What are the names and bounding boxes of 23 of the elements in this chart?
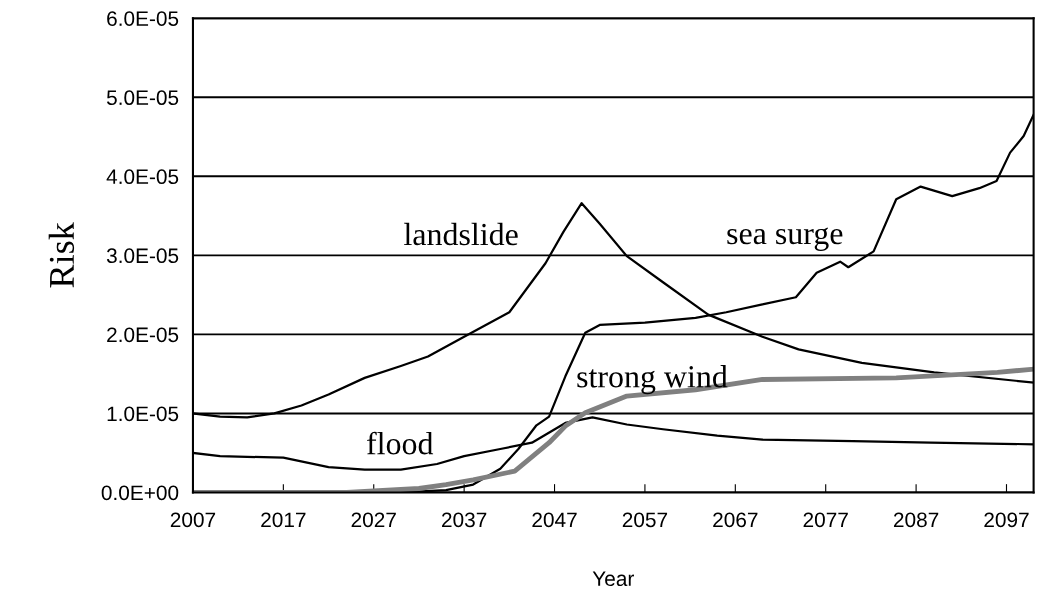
y-tick-label: 3.0E-05 — [106, 248, 179, 264]
y-tick-label: 4.0E-05 — [106, 169, 179, 185]
x-tick-label: 2077 — [803, 512, 848, 528]
y-axis-title: Risk — [48, 222, 75, 288]
x-tick-label: 2007 — [170, 512, 216, 528]
x-tick-label: 2057 — [622, 512, 668, 528]
x-tick-label: 2067 — [713, 512, 758, 528]
y-tick-label: 5.0E-05 — [106, 90, 179, 106]
x-tick-label: 2017 — [261, 512, 306, 528]
x-tick-label: 2087 — [893, 512, 939, 528]
series-label: flood — [367, 431, 434, 455]
x-tick-label: 2027 — [351, 512, 396, 528]
y-tick-label: 1.0E-05 — [107, 406, 179, 422]
series-label: strong wind — [577, 365, 728, 395]
x-tick-label: 2047 — [532, 512, 577, 528]
series-label: sea surge — [727, 227, 843, 251]
series-label: landslide — [404, 222, 518, 246]
y-tick-label: 2.0E-05 — [107, 327, 179, 343]
x-tick-label: 2037 — [442, 512, 487, 528]
y-tick-label: 6.0E-05 — [107, 11, 179, 26]
x-axis-title: Year — [592, 571, 634, 587]
y-tick-label: 0.0E+00 — [101, 485, 179, 501]
x-tick-label: 2097 — [984, 512, 1029, 528]
